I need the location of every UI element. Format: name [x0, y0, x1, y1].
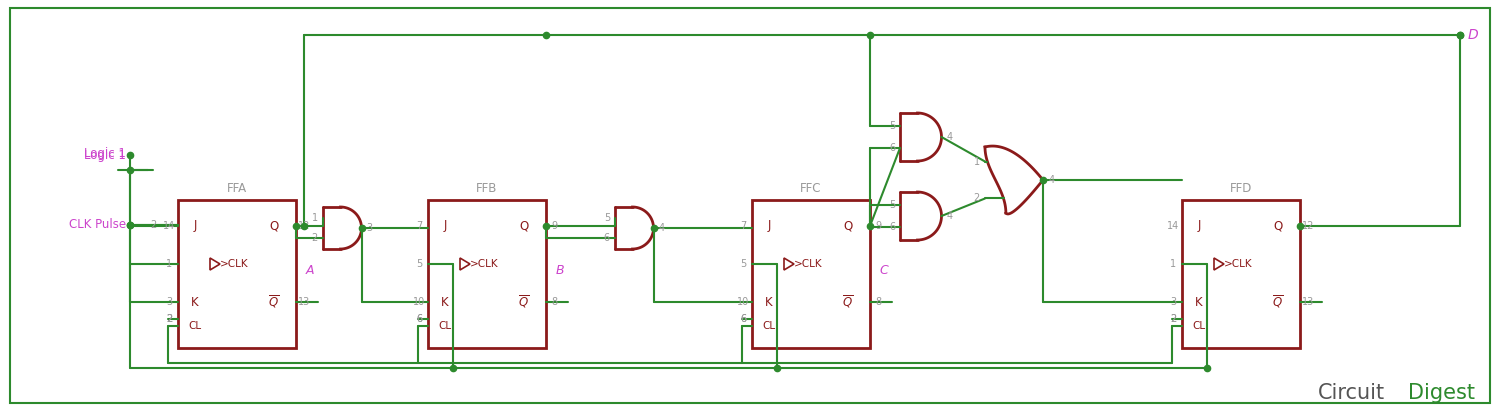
- Text: 6: 6: [740, 314, 746, 324]
- Text: B: B: [555, 263, 564, 276]
- Text: J: J: [768, 219, 771, 233]
- Text: A: A: [306, 263, 315, 276]
- Text: 9: 9: [874, 221, 880, 231]
- Text: J: J: [1197, 219, 1200, 233]
- Text: 2: 2: [166, 314, 172, 324]
- Text: CLK Pulse: CLK Pulse: [69, 218, 126, 232]
- Text: 12: 12: [298, 221, 310, 231]
- Text: J: J: [194, 219, 196, 233]
- Text: FFA: FFA: [226, 181, 248, 195]
- Text: 2: 2: [166, 314, 172, 324]
- Text: 2: 2: [166, 314, 172, 324]
- Text: 6: 6: [604, 233, 610, 243]
- Text: 4: 4: [658, 223, 664, 233]
- Text: 14: 14: [1167, 221, 1179, 231]
- Text: CL: CL: [189, 321, 201, 331]
- Text: 6: 6: [890, 222, 896, 232]
- Text: $\overline{Q}$: $\overline{Q}$: [1272, 294, 1284, 310]
- Text: Digest: Digest: [1408, 383, 1474, 403]
- Text: 2: 2: [974, 193, 980, 204]
- Text: 8: 8: [550, 297, 556, 307]
- Text: 8: 8: [874, 297, 880, 307]
- Text: 6: 6: [416, 314, 422, 324]
- Text: 13: 13: [298, 297, 310, 307]
- Text: 7: 7: [416, 221, 422, 231]
- Text: FFC: FFC: [801, 181, 822, 195]
- Text: 5: 5: [603, 213, 610, 223]
- Text: CL: CL: [1192, 321, 1206, 331]
- Text: 1: 1: [312, 213, 318, 223]
- Text: 5: 5: [740, 259, 746, 269]
- Text: 1: 1: [974, 157, 980, 166]
- Text: 7: 7: [740, 221, 746, 231]
- Text: 13: 13: [1302, 297, 1314, 307]
- Text: 12: 12: [1302, 221, 1314, 231]
- Text: $\overline{Q}$: $\overline{Q}$: [843, 294, 854, 310]
- Text: 10: 10: [736, 297, 748, 307]
- Text: 5: 5: [888, 121, 896, 131]
- Text: 10: 10: [413, 297, 424, 307]
- Text: 1: 1: [166, 259, 172, 269]
- Text: >CLK: >CLK: [220, 259, 249, 269]
- Text: 3: 3: [366, 223, 372, 233]
- Text: C: C: [879, 263, 888, 276]
- Text: 2: 2: [1170, 314, 1176, 324]
- Text: FFD: FFD: [1230, 181, 1252, 195]
- Text: 6: 6: [890, 143, 896, 153]
- Text: 14: 14: [164, 221, 176, 231]
- Text: K: K: [765, 295, 772, 309]
- Text: >CLK: >CLK: [470, 259, 498, 269]
- Text: 6: 6: [416, 314, 422, 324]
- Text: 6: 6: [740, 314, 746, 324]
- Text: $\overline{Q}$: $\overline{Q}$: [268, 294, 279, 310]
- Text: 2: 2: [150, 220, 156, 230]
- Text: J: J: [444, 219, 447, 233]
- Text: Logic 1: Logic 1: [84, 147, 126, 159]
- Text: Q: Q: [1274, 219, 1282, 233]
- Text: CL: CL: [762, 321, 776, 331]
- Text: 1: 1: [1170, 259, 1176, 269]
- Text: 5: 5: [888, 200, 896, 210]
- Text: CL: CL: [438, 321, 452, 331]
- Text: Q: Q: [270, 219, 279, 233]
- Text: FFB: FFB: [477, 181, 498, 195]
- Bar: [427, 200, 546, 348]
- Text: K: K: [1196, 295, 1203, 309]
- Text: D: D: [1468, 28, 1479, 42]
- Text: 9: 9: [550, 221, 556, 231]
- Bar: [752, 200, 870, 348]
- Text: 3: 3: [1170, 297, 1176, 307]
- Text: Circuit: Circuit: [1318, 383, 1384, 403]
- Text: 5: 5: [416, 259, 422, 269]
- Text: 4: 4: [946, 211, 952, 221]
- Text: K: K: [441, 295, 448, 309]
- Text: >CLK: >CLK: [794, 259, 822, 269]
- Text: Q: Q: [519, 219, 528, 233]
- Text: Q: Q: [843, 219, 852, 233]
- Bar: [1182, 200, 1300, 348]
- Text: 3: 3: [166, 297, 172, 307]
- Text: $\overline{Q}$: $\overline{Q}$: [519, 294, 530, 310]
- Text: 2: 2: [1170, 314, 1176, 324]
- Text: Logic 1: Logic 1: [84, 149, 126, 161]
- Text: K: K: [190, 295, 200, 309]
- Text: 2: 2: [312, 233, 318, 243]
- Text: 4: 4: [946, 132, 952, 142]
- Text: 4: 4: [1048, 175, 1054, 185]
- Bar: [178, 200, 296, 348]
- Text: >CLK: >CLK: [1224, 259, 1252, 269]
